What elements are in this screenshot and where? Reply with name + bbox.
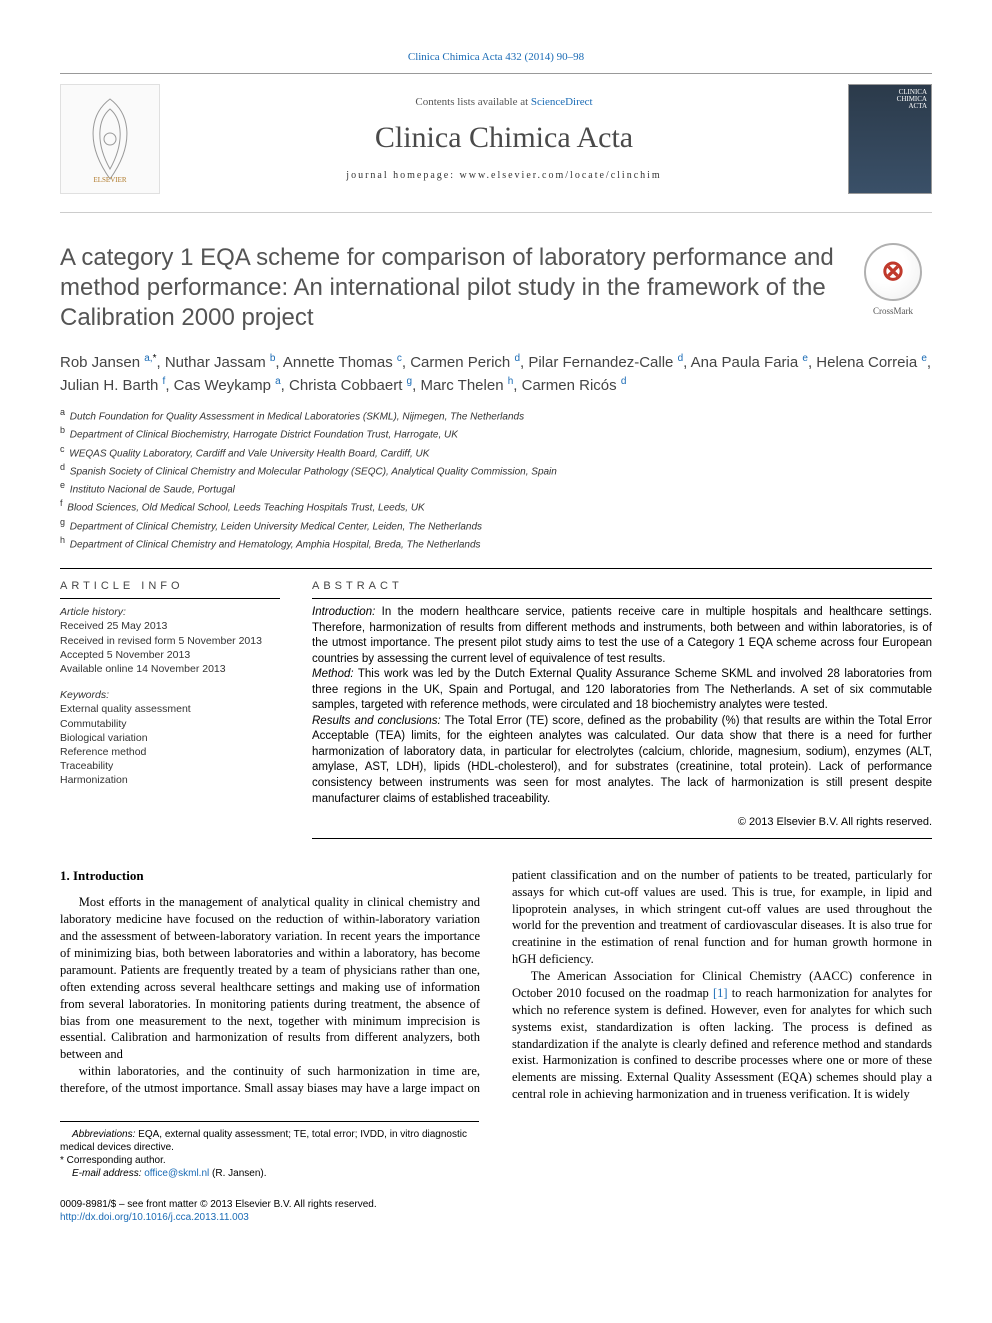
corresponding-author: * Corresponding author.	[60, 1154, 479, 1167]
footer: 0009-8981/$ – see front matter © 2013 El…	[60, 1198, 932, 1224]
email-link[interactable]: office@skml.nl	[144, 1168, 209, 1179]
abstract-heading: ABSTRACT	[312, 579, 932, 599]
journal-title: Clinica Chimica Acta	[160, 118, 848, 159]
history-heading: Article history:	[60, 605, 280, 619]
body-text: 1. Introduction Most efforts in the mana…	[60, 867, 932, 1103]
header-rule	[60, 73, 932, 74]
journal-ref-line: Clinica Chimica Acta 432 (2014) 90–98	[60, 50, 932, 65]
crossmark-label: CrossMark	[873, 306, 913, 316]
received-date: Received 25 May 2013	[60, 619, 280, 633]
accepted-date: Accepted 5 November 2013	[60, 648, 280, 662]
keywords-list: External quality assessmentCommutability…	[60, 702, 280, 787]
body-p3: The American Association for Clinical Ch…	[512, 968, 932, 1103]
doi-link[interactable]: http://dx.doi.org/10.1016/j.cca.2013.11.…	[60, 1212, 249, 1223]
keywords-heading: Keywords:	[60, 688, 280, 702]
section-heading-1: 1. Introduction	[60, 867, 480, 885]
masthead: ELSEVIER Contents lists available at Sci…	[60, 84, 932, 213]
publisher-logo: ELSEVIER	[60, 84, 160, 194]
abstract-copyright: © 2013 Elsevier B.V. All rights reserved…	[312, 815, 932, 830]
journal-homepage: journal homepage: www.elsevier.com/locat…	[160, 169, 848, 183]
revised-date: Received in revised form 5 November 2013	[60, 634, 280, 648]
crossmark-badge[interactable]: ⊗ CrossMark	[854, 243, 932, 317]
sciencedirect-link[interactable]: ScienceDirect	[531, 96, 593, 108]
crossmark-icon: ⊗	[864, 243, 922, 301]
online-date: Available online 14 November 2013	[60, 662, 280, 676]
citation-link-1[interactable]: [1]	[713, 986, 728, 1000]
affiliations-list: a Dutch Foundation for Quality Assessmen…	[60, 406, 932, 553]
footer-copyright: 0009-8981/$ – see front matter © 2013 El…	[60, 1198, 932, 1211]
authors-list: Rob Jansen a,*, Nuthar Jassam b, Annette…	[60, 351, 932, 398]
body-p1: Most efforts in the management of analyt…	[60, 894, 480, 1063]
footnotes: Abbreviations: EQA, external quality ass…	[60, 1121, 479, 1180]
abstract-bottom-rule	[312, 838, 932, 839]
article-title: A category 1 EQA scheme for comparison o…	[60, 243, 854, 333]
svg-text:ELSEVIER: ELSEVIER	[93, 176, 126, 184]
contents-line: Contents lists available at ScienceDirec…	[160, 95, 848, 110]
journal-cover-thumb: CLINICA CHIMICA ACTA	[848, 84, 932, 194]
article-info-heading: ARTICLE INFO	[60, 579, 280, 599]
abstract-body: Introduction: In the modern healthcare s…	[312, 605, 932, 807]
